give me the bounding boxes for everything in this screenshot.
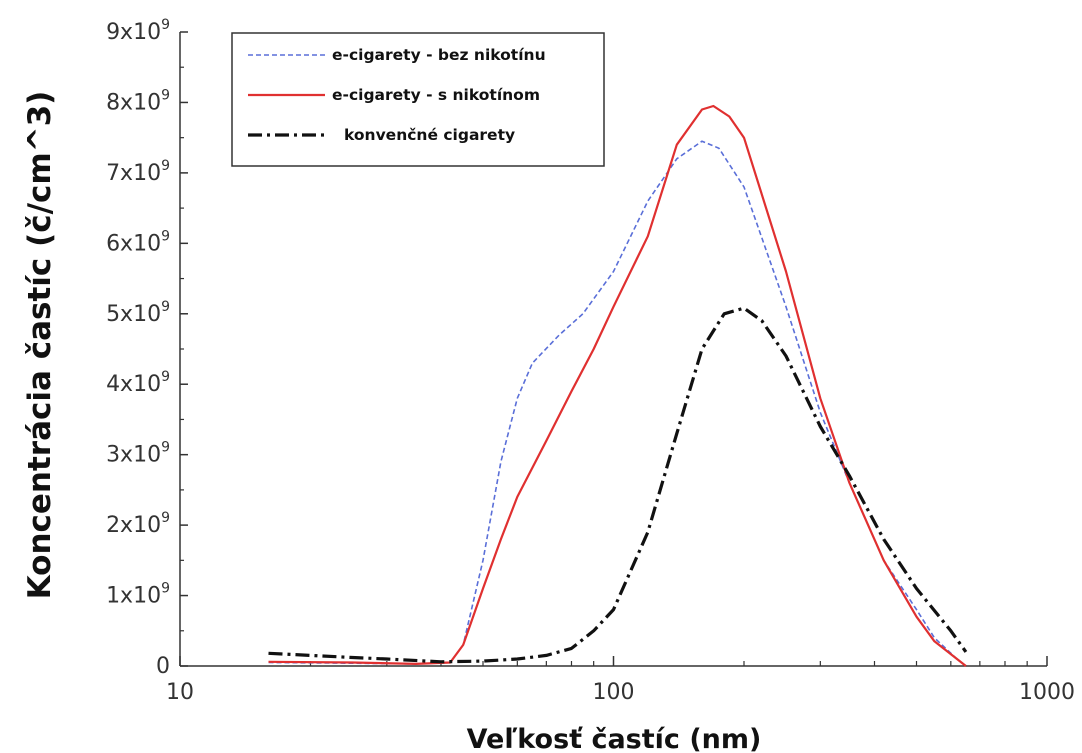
y-tick-label: 3x109: [106, 440, 170, 468]
series-line-2: [268, 104, 967, 667]
y-tick-label: 8x109: [106, 87, 170, 115]
y-tick-base: 1x10: [106, 584, 161, 609]
y-tick-base: 4x10: [106, 372, 161, 397]
y-tick-exponent: 9: [161, 440, 170, 456]
y-tick-base: 3x10: [106, 443, 161, 468]
legend: e-cigarety - bez nikotínu e-cigarety - s …: [231, 32, 605, 167]
x-ticks: 10 100 1000: [166, 656, 1075, 705]
y-tick-exponent: 9: [161, 158, 170, 174]
y-tick-label: 7x109: [106, 158, 170, 186]
y-tick-label: 6x109: [106, 228, 170, 256]
y-tick-exponent: 9: [161, 581, 170, 597]
y-tick-exponent: 9: [161, 299, 170, 315]
series-line-3: [268, 306, 968, 664]
y-ticks: 01x1092x1093x1094x1095x1096x1097x1098x10…: [106, 17, 188, 679]
legend-label-1: e-cigarety - bez nikotínu: [332, 46, 546, 64]
y-tick-label: 1x109: [106, 581, 170, 609]
legend-box: [231, 32, 605, 167]
y-tick-label: 9x109: [106, 17, 170, 45]
y-tick-exponent: 9: [161, 369, 170, 385]
x-tick-label: 100: [593, 680, 635, 705]
y-tick-exponent: 9: [161, 17, 170, 33]
y-tick-base: 9x10: [106, 20, 161, 45]
y-tick-base: 2x10: [106, 513, 161, 538]
legend-label-2: e-cigarety - s nikotínom: [332, 86, 540, 104]
y-tick-base: 8x10: [106, 90, 161, 115]
y-tick-exponent: 9: [161, 510, 170, 526]
series-line-1: [268, 140, 967, 667]
y-tick-base: 7x10: [106, 161, 161, 186]
y-tick-label: 5x109: [106, 299, 170, 327]
data-lines: [268, 104, 968, 667]
y-axis-label: Koncentrácia častíc (č/cm^3): [22, 91, 58, 600]
y-tick-exponent: 9: [161, 87, 170, 103]
legend-label-3: konvenčné cigarety: [344, 126, 515, 144]
y-tick-base: 5x10: [106, 302, 161, 327]
y-tick-base: 6x10: [106, 231, 161, 256]
y-tick-label: 2x109: [106, 510, 170, 538]
x-tick-label: 1000: [1019, 680, 1075, 705]
x-tick-label: 10: [166, 680, 194, 705]
y-tick-label: 4x109: [106, 369, 170, 397]
y-tick-exponent: 9: [161, 228, 170, 244]
y-tick-base: 0: [156, 654, 170, 679]
y-tick-label: 0: [156, 654, 170, 679]
x-axis-label: Veľkosť častíc (nm): [467, 724, 762, 753]
